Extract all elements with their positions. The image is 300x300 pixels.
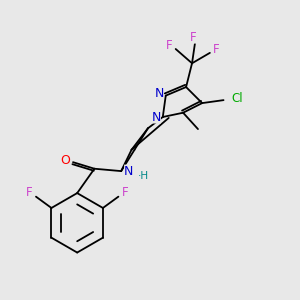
Text: F: F bbox=[26, 186, 33, 199]
Text: N: N bbox=[154, 87, 164, 100]
Text: N: N bbox=[124, 165, 134, 178]
Text: F: F bbox=[166, 39, 172, 52]
Text: F: F bbox=[190, 31, 197, 44]
Text: N: N bbox=[152, 110, 161, 124]
Text: Cl: Cl bbox=[232, 92, 244, 105]
Text: F: F bbox=[122, 186, 128, 199]
Text: ·H: ·H bbox=[137, 171, 148, 181]
Text: F: F bbox=[213, 43, 220, 56]
Text: O: O bbox=[61, 154, 70, 167]
